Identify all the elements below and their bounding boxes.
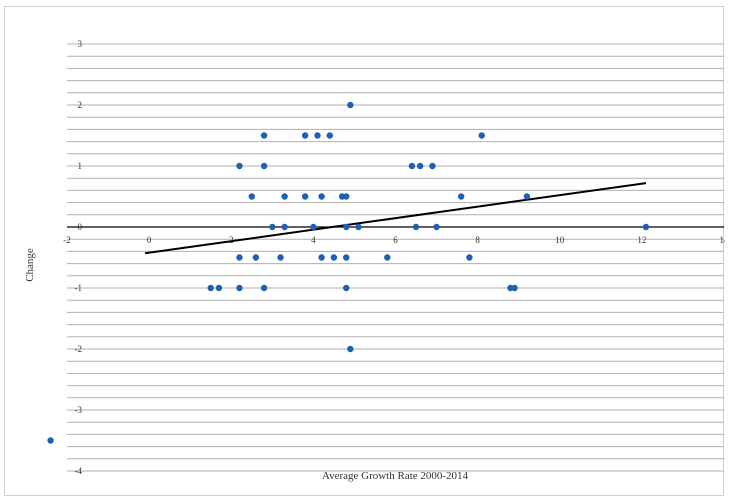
data-point xyxy=(260,162,268,170)
y-tick-label: -2 xyxy=(75,344,83,354)
data-point xyxy=(318,254,325,261)
y-tick-label: -1 xyxy=(75,283,83,293)
x-tick-label: 4 xyxy=(311,235,316,245)
x-tick-label: 14 xyxy=(720,235,726,245)
data-point xyxy=(523,193,531,200)
data-point xyxy=(318,193,325,200)
data-point xyxy=(478,132,485,139)
data-point xyxy=(429,162,436,170)
data-point xyxy=(347,101,354,109)
y-tick-labels: -4 -3 -2 -1 0 1 2 3 xyxy=(75,39,83,476)
data-point xyxy=(384,254,391,261)
data-point xyxy=(412,223,420,231)
data-point xyxy=(343,254,350,261)
data-point xyxy=(215,284,223,292)
y-tick-label: 2 xyxy=(78,100,83,110)
x-tick-label: -2 xyxy=(63,235,71,245)
data-point xyxy=(260,132,268,139)
data-point xyxy=(301,193,309,200)
data-point xyxy=(347,345,354,353)
data-point xyxy=(236,284,243,292)
x-tick-label: 10 xyxy=(555,235,565,245)
data-point xyxy=(343,193,350,200)
x-tick-label: 0 xyxy=(147,235,152,245)
data-point xyxy=(314,132,321,139)
data-points xyxy=(47,101,650,444)
data-point xyxy=(248,193,255,200)
data-point xyxy=(301,132,309,139)
x-tick-label: 8 xyxy=(475,235,480,245)
data-point xyxy=(343,223,350,231)
data-point xyxy=(433,223,440,231)
data-point xyxy=(408,162,416,170)
gridlines xyxy=(67,43,724,472)
x-tick-labels: -2 0 2 4 6 8 10 12 14 xyxy=(63,235,729,245)
data-point xyxy=(642,223,650,231)
data-point xyxy=(252,254,260,261)
y-tick-label: 1 xyxy=(78,161,83,171)
data-point xyxy=(458,193,465,200)
data-point xyxy=(236,254,243,261)
x-axis-title: Average Growth Rate 2000-2014 xyxy=(322,470,469,482)
x-tick-label: 2 xyxy=(229,235,234,245)
data-point xyxy=(207,284,214,292)
data-point xyxy=(236,162,243,170)
x-tick-label: 6 xyxy=(393,235,398,245)
data-point xyxy=(511,284,518,292)
data-point xyxy=(310,223,317,231)
y-tick-label: 0 xyxy=(78,222,83,232)
data-point xyxy=(330,254,338,261)
data-point xyxy=(277,254,284,261)
data-point xyxy=(281,223,288,231)
y-tick-label: -3 xyxy=(75,405,83,415)
trendline xyxy=(144,182,647,255)
data-point xyxy=(416,162,424,170)
data-point xyxy=(47,437,54,444)
data-point xyxy=(326,132,333,139)
data-point xyxy=(281,193,288,200)
y-tick-label: -4 xyxy=(75,466,83,476)
data-point xyxy=(466,254,473,261)
trendline-group xyxy=(144,182,647,255)
data-point xyxy=(343,284,350,292)
data-point xyxy=(260,284,268,292)
data-point xyxy=(355,223,362,231)
data-point xyxy=(269,223,276,231)
y-axis-title: Change xyxy=(24,248,36,282)
x-tick-label: 12 xyxy=(637,235,646,245)
y-tick-label: 3 xyxy=(78,39,83,49)
